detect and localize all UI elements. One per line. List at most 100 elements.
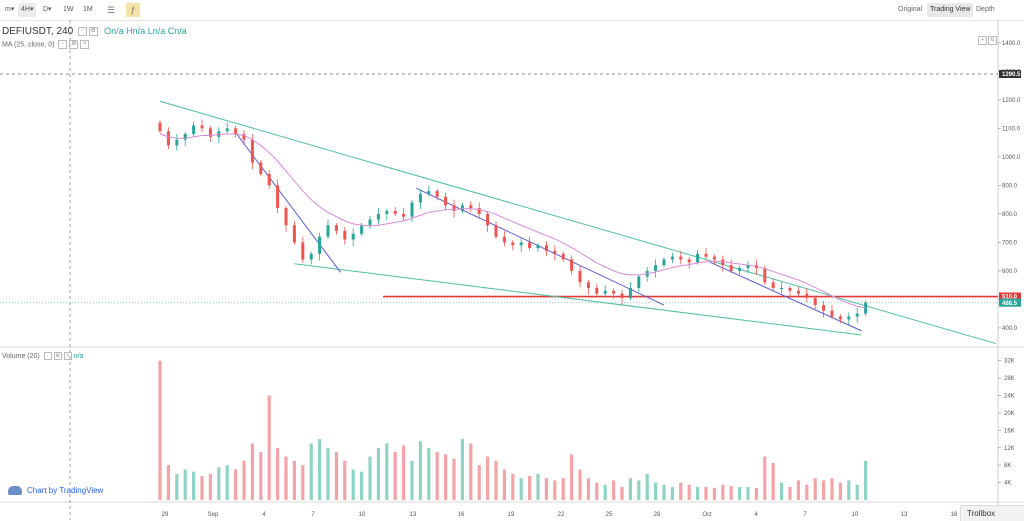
volume-bar <box>788 486 792 500</box>
volume-tick-label: 24K <box>1004 394 1015 400</box>
trollbox-label: Trollbox <box>967 509 996 518</box>
trading-view-button[interactable]: Trading View <box>927 3 974 17</box>
volume-bar <box>511 473 515 500</box>
volume-bar <box>376 447 380 500</box>
price-tag-label: 488.5 <box>1002 301 1018 307</box>
candle-body <box>267 173 271 186</box>
candle-body <box>242 134 246 140</box>
candle-body <box>511 242 515 246</box>
volume-bar <box>301 465 305 500</box>
interval-week-button[interactable]: 1W <box>63 6 74 13</box>
volume-bar <box>469 443 473 500</box>
interval-day-button[interactable]: D▾ <box>43 6 52 13</box>
ma-label: MA (25, close, 0) <box>2 41 55 49</box>
volume-bar <box>158 360 162 500</box>
ma-close-icon[interactable]: × <box>80 40 90 49</box>
candle-body <box>838 316 842 320</box>
volume-label: Volume (20) <box>2 352 40 360</box>
volume-bar <box>435 452 439 500</box>
price-tick-label: 1000.0 <box>1002 155 1021 161</box>
legend-settings-icon[interactable]: ⚙ <box>88 27 98 37</box>
volume-bar <box>494 460 498 500</box>
original-view-button[interactable]: Original <box>898 6 923 13</box>
candle-body <box>687 259 691 263</box>
volume-eye-icon[interactable]: ◦ <box>43 352 52 360</box>
price-tick-label: 700.0 <box>1002 240 1018 246</box>
candle-body <box>612 290 616 294</box>
volume-bar <box>276 447 280 500</box>
toolbar: m▾ 4H▾ D▾ 1W 1M ☰ ƒ Original Trading Vie… <box>0 0 1024 21</box>
volume-bar <box>721 484 725 500</box>
candle-body <box>225 128 229 132</box>
volume-settings-icon[interactable]: ⚙ <box>53 352 62 360</box>
volume-bar <box>477 465 481 500</box>
volume-bar <box>813 478 817 500</box>
candle-body <box>427 191 431 194</box>
price-tick-label: 1200.0 <box>1002 98 1021 104</box>
candle-body <box>561 253 565 260</box>
time-tick-label: 13 <box>901 512 908 518</box>
price-tag-green <box>999 298 1021 307</box>
depth-view-button[interactable]: Depth <box>976 6 995 13</box>
candle-body <box>696 253 700 263</box>
candle-body <box>334 225 338 231</box>
ma-eye-icon[interactable]: ◦ <box>58 40 68 49</box>
candle-body <box>628 287 632 298</box>
volume-bar <box>586 478 590 500</box>
candle-body <box>805 293 809 298</box>
attribution-text: Chart by TradingView <box>27 486 104 495</box>
scale-settings-icon[interactable]: ⇅ <box>988 36 997 45</box>
volume-bar <box>368 456 372 500</box>
volume-value: n/a <box>73 352 84 360</box>
scale-toggle-icon[interactable]: + <box>978 36 987 45</box>
volume-tick-label: 28K <box>1004 376 1015 382</box>
volume-bar <box>486 456 490 500</box>
candle-body <box>301 242 305 260</box>
interval-minutes-button[interactable]: m▾ <box>5 6 15 13</box>
candle-body <box>250 139 254 163</box>
candle-body <box>780 287 784 289</box>
ma-settings-icon[interactable]: ⚙ <box>69 40 79 49</box>
volume-bar <box>855 484 859 500</box>
volume-bar <box>754 487 758 500</box>
volume-tick-label: 20K <box>1004 411 1015 417</box>
volume-bar <box>284 456 288 500</box>
attribution-link[interactable]: Chart by TradingView <box>8 486 104 496</box>
time-tick-label: 22 <box>558 512 565 518</box>
fx-icon[interactable]: ƒ <box>126 3 140 17</box>
volume-tick-label: 16K <box>1004 428 1015 434</box>
volume-tick-label: 4K <box>1004 481 1011 487</box>
symbol-label: DEFIUSDT, 240 <box>2 26 74 37</box>
price-tag-label: 510.0 <box>1002 295 1018 301</box>
interval-month-button[interactable]: 1M <box>83 6 93 13</box>
volume-bar <box>570 454 574 500</box>
candle-body <box>654 265 658 271</box>
candle-body <box>309 253 313 260</box>
candle-body <box>208 128 212 137</box>
time-tick-label: 16 <box>458 512 465 518</box>
volume-bar <box>519 478 523 500</box>
volume-close-icon[interactable]: × <box>63 352 72 360</box>
volume-bar <box>746 486 750 500</box>
volume-bar <box>645 473 649 500</box>
legend-eye-icon[interactable]: ◦ <box>77 27 87 37</box>
volume-bar <box>418 441 422 500</box>
time-tick-label: 4 <box>262 512 266 518</box>
trollbox-button[interactable]: Trollbox <box>960 505 1024 521</box>
interval-4h-button[interactable]: 4H▾ <box>18 3 37 17</box>
volume-bar <box>183 469 187 500</box>
candle-body <box>376 213 380 220</box>
candle-body <box>318 236 322 254</box>
volume-bar <box>536 473 540 500</box>
candle-body <box>855 313 859 317</box>
candle-body <box>368 219 372 226</box>
candle-body <box>847 316 851 320</box>
candle-body <box>595 287 599 294</box>
candle-body <box>452 205 456 212</box>
volume-bar <box>360 471 364 500</box>
blue-trendline <box>709 261 862 332</box>
indicator-icon[interactable]: ☰ <box>106 5 116 15</box>
candle-body <box>813 297 817 306</box>
volume-bar <box>696 486 700 500</box>
